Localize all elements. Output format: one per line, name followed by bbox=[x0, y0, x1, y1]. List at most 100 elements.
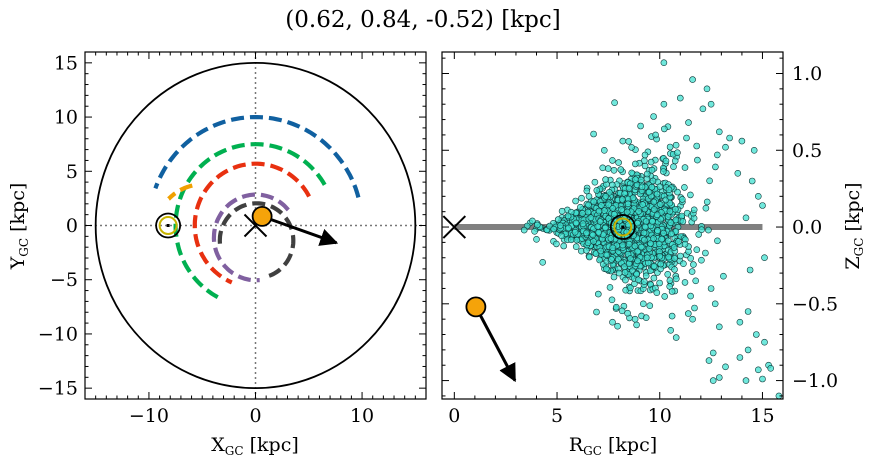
sample-point bbox=[615, 269, 623, 277]
sample-point bbox=[707, 285, 715, 292]
sample-point bbox=[761, 254, 768, 262]
sample-point bbox=[688, 268, 696, 275]
sample-point bbox=[608, 256, 615, 263]
sample-point bbox=[674, 188, 681, 196]
y-axis-label-unit: [kpc] bbox=[842, 182, 864, 237]
sample-point bbox=[593, 187, 601, 194]
sample-point bbox=[699, 105, 707, 113]
sample-point bbox=[621, 269, 629, 276]
sample-point bbox=[664, 237, 672, 245]
sample-point bbox=[554, 216, 562, 223]
sample-point bbox=[585, 201, 592, 209]
sample-point bbox=[752, 331, 760, 338]
x-tick-label: −10 bbox=[129, 405, 169, 427]
sample-point bbox=[702, 204, 710, 212]
sun-inner-ring bbox=[158, 216, 178, 235]
sample-point bbox=[539, 258, 547, 266]
sample-point bbox=[744, 346, 752, 354]
sample-point bbox=[705, 226, 712, 234]
sample-point bbox=[618, 206, 625, 213]
sample-point bbox=[648, 166, 656, 174]
sample-point bbox=[653, 190, 661, 198]
sun-outer-ring bbox=[155, 212, 182, 239]
sample-point bbox=[622, 276, 629, 284]
velocity-arrow bbox=[474, 306, 517, 383]
sample-point bbox=[611, 99, 618, 106]
sample-point bbox=[687, 191, 694, 199]
sample-point bbox=[637, 176, 645, 184]
sample-point bbox=[650, 262, 658, 270]
sample-point bbox=[703, 85, 711, 93]
sample-point bbox=[640, 278, 648, 286]
sample-point bbox=[583, 229, 590, 237]
sample-point bbox=[665, 186, 673, 193]
sample-point bbox=[759, 375, 766, 383]
sample-point bbox=[660, 229, 667, 237]
sample-point bbox=[722, 363, 729, 371]
sample-point bbox=[656, 279, 663, 287]
x-tick-label: 15 bbox=[750, 405, 774, 427]
sample-point bbox=[614, 322, 621, 330]
sample-point bbox=[556, 222, 564, 229]
sample-point bbox=[691, 304, 698, 312]
sample-point bbox=[670, 163, 677, 170]
sample-point bbox=[689, 76, 696, 83]
y-axis-label-main: Y bbox=[7, 256, 29, 270]
sample-point bbox=[639, 300, 647, 308]
y-tick-label: 0.5 bbox=[792, 140, 822, 162]
sample-point bbox=[599, 164, 607, 172]
sample-point bbox=[648, 183, 656, 191]
sample-point bbox=[595, 207, 603, 215]
sample-point bbox=[645, 188, 653, 196]
sample-point bbox=[577, 203, 584, 211]
sample-point bbox=[666, 143, 674, 151]
y-axis-label-main: Z bbox=[842, 256, 864, 269]
sample-point bbox=[650, 206, 658, 213]
sample-point bbox=[628, 144, 635, 151]
sample-point bbox=[668, 230, 675, 238]
sample-point bbox=[678, 212, 686, 220]
sample-point bbox=[600, 147, 608, 154]
sample-point bbox=[693, 246, 701, 253]
sample-point bbox=[693, 142, 701, 150]
sample-point bbox=[681, 164, 689, 171]
sample-point bbox=[660, 59, 668, 67]
sample-point bbox=[629, 194, 637, 202]
sample-point bbox=[666, 277, 674, 284]
sample-point bbox=[593, 308, 600, 316]
sample-point bbox=[671, 266, 678, 273]
spiral-arm-1 bbox=[173, 142, 327, 300]
spiral-arm-4 bbox=[211, 192, 290, 283]
sample-point bbox=[625, 240, 633, 248]
x-tick-label: 10 bbox=[350, 405, 374, 427]
xy-plot-area bbox=[85, 52, 426, 399]
sample-point bbox=[602, 265, 610, 273]
sample-point bbox=[734, 170, 742, 177]
sample-point bbox=[634, 247, 642, 255]
sample-point bbox=[585, 193, 593, 200]
sample-point bbox=[571, 228, 579, 236]
sun-dot bbox=[166, 224, 170, 227]
rz-frame bbox=[441, 51, 784, 400]
sample-point bbox=[635, 208, 643, 215]
rz-ticks bbox=[442, 52, 783, 399]
sample-point bbox=[681, 279, 689, 286]
sample-point bbox=[746, 266, 754, 274]
sample-point bbox=[738, 137, 746, 145]
sample-point bbox=[715, 323, 723, 331]
sample-point bbox=[722, 143, 729, 151]
sample-point bbox=[660, 100, 668, 108]
sample-point bbox=[748, 177, 756, 185]
y-tick-label: 1.0 bbox=[792, 63, 822, 85]
sample-point bbox=[590, 198, 598, 205]
sample-point bbox=[625, 185, 633, 192]
sample-point bbox=[602, 193, 610, 200]
sample-point bbox=[666, 208, 674, 215]
x-axis-label-main: R bbox=[569, 434, 584, 456]
y-tick-label: −10 bbox=[38, 323, 78, 345]
sample-point bbox=[624, 200, 632, 208]
sample-point bbox=[608, 296, 616, 304]
sample-point bbox=[698, 256, 705, 264]
sample-points bbox=[520, 59, 783, 399]
sample-point bbox=[767, 364, 775, 372]
